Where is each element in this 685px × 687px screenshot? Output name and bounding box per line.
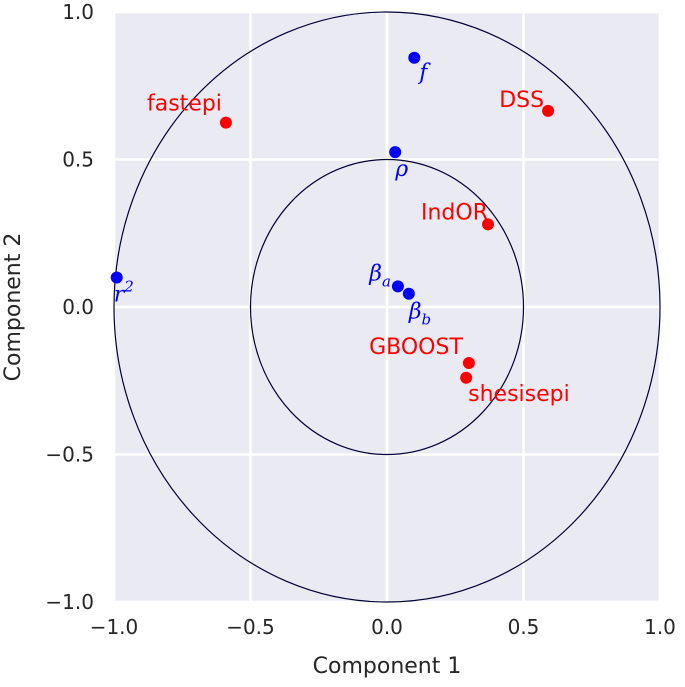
x-tick-label-3: 0.5 xyxy=(508,615,540,639)
point-0-4 xyxy=(460,371,473,384)
point-1-4 xyxy=(402,287,415,300)
reference-circles xyxy=(113,11,661,603)
y-tick-label-3: 0.5 xyxy=(62,148,94,172)
x-tick-label-2: 0.0 xyxy=(371,615,403,639)
x-axis-label: Component 1 xyxy=(313,654,462,679)
y-tick-label-4: 1.0 xyxy=(62,0,94,24)
x-tick-label-0: −1.0 xyxy=(90,615,139,639)
point-label-0-4: shesisepi xyxy=(468,382,570,407)
y-axis-label: Component 2 xyxy=(1,233,26,382)
y-tick-label-2: 0.0 xyxy=(62,295,94,319)
point-label-1-1: ρ xyxy=(394,157,408,182)
point-label-0-0: fastepi xyxy=(147,92,222,117)
point-label-0-2: IndOR xyxy=(421,200,488,225)
point-label-1-2: r2 xyxy=(114,278,134,308)
x-tick-label-4: 1.0 xyxy=(644,615,676,639)
point-1-3 xyxy=(391,280,404,293)
point-0-2 xyxy=(482,218,495,231)
point-label-0-3: GBOOST xyxy=(369,335,463,360)
point-1-0 xyxy=(408,51,421,64)
tick-labels: −1.0 −0.5 0.0 0.5 1.0 −1.0 −0.5 0.0 0.5 1.0 xyxy=(45,0,675,639)
circle-r-1 xyxy=(113,11,661,603)
point-0-3 xyxy=(462,357,475,370)
point-label-1-3: βa xyxy=(368,261,391,290)
circle-r-0.5 xyxy=(249,158,525,456)
point-1-2 xyxy=(110,271,123,284)
point-0-0 xyxy=(219,116,232,129)
point-1-1 xyxy=(389,146,402,159)
point-label-0-1: DSS xyxy=(499,88,544,113)
point-0-1 xyxy=(542,104,555,117)
point-label-1-4: βb xyxy=(408,300,431,329)
y-tick-label-0: −1.0 xyxy=(45,590,94,614)
y-tick-label-1: −0.5 xyxy=(45,443,94,467)
x-tick-label-1: −0.5 xyxy=(226,615,275,639)
